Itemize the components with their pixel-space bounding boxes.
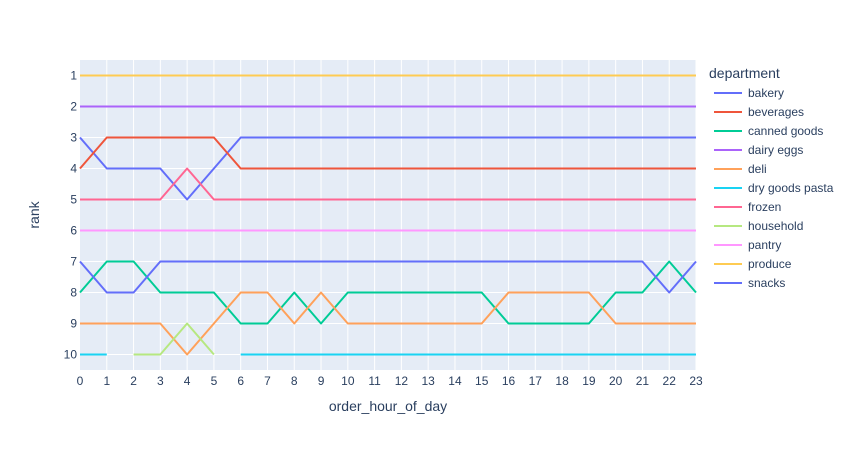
series-line-household [133,322,215,356]
y-tick-labels: 1 2 3 4 5 6 7 8 9 10 [64,69,78,362]
x-tick-label: 18 [555,374,569,388]
y-axis-title: rank [26,200,42,228]
y-tick-label: 10 [64,348,78,362]
x-tick-label: 23 [689,374,703,388]
x-tick-label: 1 [103,374,110,388]
x-tick-label: 3 [157,374,164,388]
y-tick-label: 6 [70,224,77,238]
x-tick-label: 11 [368,374,381,388]
y-tick-label: 5 [70,193,77,207]
legend-label: snacks [748,276,785,290]
series-line-canned-goods [79,260,697,325]
y-tick-label: 2 [70,100,77,114]
series-line-beverages [79,136,696,170]
legend-label: beverages [748,105,804,119]
legend-item-household[interactable]: household [714,219,803,233]
x-tick-label: 4 [184,374,191,388]
x-tick-label: 16 [502,374,516,388]
legend-label: bakery [748,86,784,100]
legend-label: deli [748,162,767,176]
x-tick-label: 0 [77,374,84,388]
legend-label: produce [748,257,792,271]
x-tick-label: 20 [609,374,623,388]
legend-item-dry-goods-pasta[interactable]: dry goods pasta [714,181,834,195]
x-tick-label: 15 [475,374,489,388]
x-tick-label: 22 [663,374,677,388]
legend-item-frozen[interactable]: frozen [714,200,781,214]
legend[interactable]: department bakery beverages canned goods da… [709,65,834,290]
x-tick-label: 9 [318,374,325,388]
legend-title: department [709,65,780,81]
x-tick-label: 6 [237,374,244,388]
x-tick-label: 2 [130,374,137,388]
y-tick-label: 1 [70,69,77,83]
y-tick-label: 8 [70,286,77,300]
x-tick-label: 8 [291,374,298,388]
y-tick-label: 3 [70,131,77,145]
y-tick-label: 7 [70,255,77,269]
series-lines [79,74,697,356]
legend-item-canned-goods[interactable]: canned goods [714,124,823,138]
legend-items[interactable]: bakery beverages canned goods dairy eggs del… [714,86,834,290]
x-axis-title: order_hour_of_day [329,398,447,414]
legend-label: dairy eggs [748,143,803,157]
legend-item-pantry[interactable]: pantry [714,238,781,252]
y-tick-label: 9 [70,317,77,331]
x-tick-label: 19 [582,374,596,388]
x-tick-label: 21 [636,374,650,388]
legend-label: pantry [748,238,781,252]
x-tick-label: 17 [529,374,543,388]
x-tick-label: 13 [421,374,435,388]
x-tick-label: 5 [211,374,218,388]
legend-item-dairy-eggs[interactable]: dairy eggs [714,143,803,157]
legend-label: canned goods [748,124,823,138]
legend-item-snacks[interactable]: snacks [714,276,785,290]
legend-item-deli[interactable]: deli [714,162,767,176]
x-tick-label: 10 [341,374,355,388]
legend-item-bakery[interactable]: bakery [714,86,784,100]
legend-item-produce[interactable]: produce [714,257,792,271]
x-tick-label: 14 [448,374,462,388]
series-line-snacks [79,260,697,294]
x-tick-labels: 0 1 2 3 4 5 6 7 8 9 10 11 12 13 14 15 16 17 18 19 20 21 22 23 [77,374,703,388]
legend-label: household [748,219,803,233]
y-tick-label: 4 [70,162,77,176]
x-tick-label: 7 [264,374,271,388]
x-tick-label: 12 [395,374,409,388]
legend-label: frozen [748,200,781,214]
legend-label: dry goods pasta [748,181,834,195]
legend-item-beverages[interactable]: beverages [714,105,804,119]
series-line-frozen [80,167,696,201]
series-line-bakery [79,136,696,201]
series-line-deli [80,291,696,356]
